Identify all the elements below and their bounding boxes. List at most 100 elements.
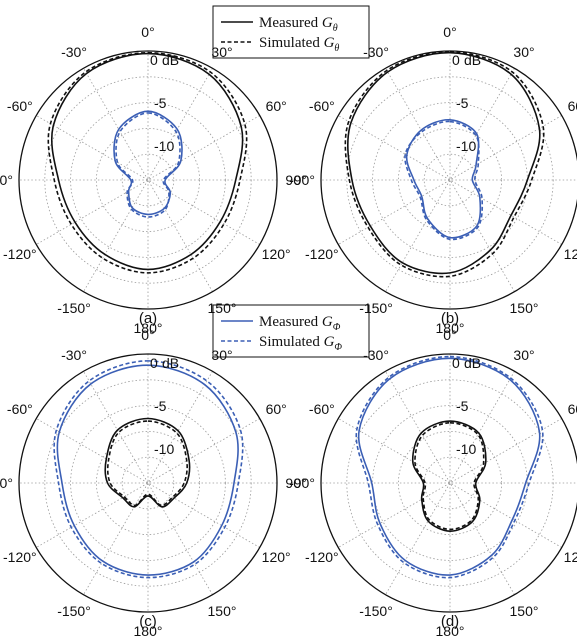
angle-tick-label: -60° [309,98,335,114]
grid-circle [70,102,226,258]
series-curve-3 [106,420,188,507]
angle-tick-label: 0° [141,327,154,343]
legend-label: Simulated GΦ [259,334,342,353]
angle-tick-label: 30° [513,44,534,60]
angle-tick-label: 60° [266,401,287,417]
radial-tick-label: -5 [154,398,167,414]
polar-outer-ring [18,353,278,613]
radial-tick-label: 0 [150,355,158,371]
angle-tick-label: -30° [363,347,389,363]
angle-tick-label: 120° [262,246,291,262]
grid-spoke [385,68,515,292]
angle-tick-label: -150° [57,603,91,619]
grid-spoke [338,115,562,245]
series-curve-1 [47,51,248,274]
angle-tick-label: 180° [436,623,465,637]
grid-spoke [36,418,260,548]
radial-tick-label: -10 [456,138,476,154]
grid-spoke [36,115,260,245]
angle-tick-label: 180° [134,623,163,637]
angle-tick-label: 150° [208,603,237,619]
radial-tick-label: -10 [154,441,174,457]
subplot-caption: (d) [441,613,459,630]
grid-circle [423,456,477,510]
legend-label: Measured Gθ [259,15,338,34]
series-curve-1 [344,51,545,278]
grid-spoke [338,418,562,548]
series-curve-2 [104,417,191,508]
angle-tick-label: -150° [57,300,91,316]
grid-spoke [36,115,260,245]
grid-spoke [83,68,213,292]
radial-unit-label: dB [464,52,481,68]
angle-tick-label: -120° [305,246,339,262]
grid-circle [44,76,252,284]
grid-circle [423,153,477,207]
legend-box [212,304,370,358]
legend-label: Measured GΦ [259,314,341,333]
angle-tick-label: -60° [7,98,33,114]
angle-tick-label: -30° [61,44,87,60]
grid-circle [96,430,200,535]
angle-tick-label: -60° [309,401,335,417]
series-curve-1 [53,360,244,579]
polar-plot-d: 0°30°60°90°120°150°180°-150°-120°-90°-60… [289,327,577,637]
radial-tick-label: 0 [452,355,460,371]
angle-tick-label: 150° [510,603,539,619]
grid-spoke [83,371,213,595]
angle-tick-label: -120° [305,549,339,565]
series-curve-1 [355,355,544,579]
angle-tick-label: -60° [7,401,33,417]
series-curve-3 [414,421,485,531]
grid-circle [44,379,252,587]
grid-circle [397,127,502,232]
polar-outer-ring [320,50,577,310]
angle-tick-label: -90° [0,475,13,491]
radial-unit-label: dB [162,52,179,68]
grid-circle [70,405,226,561]
grid-spoke [338,418,562,548]
angle-tick-label: 0° [443,24,456,40]
angle-tick-label: 150° [510,300,539,316]
subplot-caption: (b) [441,310,459,327]
radial-tick-label: 0 [150,52,158,68]
series-curve-3 [404,120,484,241]
angle-tick-label: 120° [564,549,577,565]
angle-tick-label: -90° [0,172,13,188]
angle-tick-label: 90° [285,172,306,188]
polar-plot-c: 0° 30° 60° 90° 120° 150° 180° -150° -120° -90° -60… [0,327,307,637]
grid-spoke [338,115,562,245]
grid-circle [397,430,502,535]
series-curve-0 [50,52,244,271]
grid-spoke [36,418,260,548]
angle-tick-label: -30° [363,44,389,60]
angle-tick-label: 60° [568,98,577,114]
grid-circle [96,127,200,232]
angle-tick-label: 30° [211,347,232,363]
grid-circle [372,405,528,561]
angle-tick-label: 0° [443,327,456,343]
angle-tick-label: 0° [141,24,154,40]
angle-tick-label: -90° [289,172,315,188]
angle-tick-label: 150° [208,300,237,316]
radial-unit-label: dB [464,355,481,371]
radial-tick-label: -10 [154,138,174,154]
series-curve-0 [357,357,541,576]
angle-tick-label: 30° [211,44,232,60]
radial-unit-label: dB [162,355,179,371]
series-curve-2 [411,420,487,532]
grid-circle [121,456,175,510]
radial-tick-label: -5 [154,95,167,111]
grid-spoke [83,371,213,595]
angle-tick-label: -150° [359,603,393,619]
radial-tick-label: -5 [456,95,469,111]
polar-outer-ring [18,50,278,310]
grid-spoke [385,371,515,595]
legend-label: Simulated Gθ [259,35,339,54]
angle-tick-label: 60° [266,98,287,114]
radial-tick-label: -10 [456,441,476,457]
angle-tick-label: 180° [436,320,465,336]
